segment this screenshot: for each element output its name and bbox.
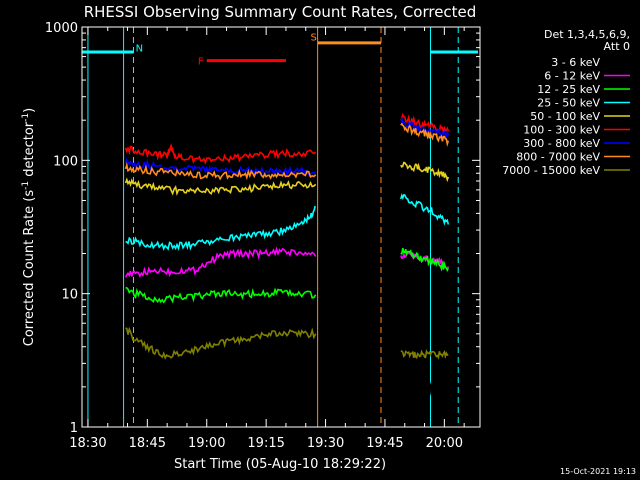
series-line-8-seg-1: [400, 348, 449, 360]
series-line-7-seg-1: [400, 122, 450, 148]
x-tick-label: 19:45: [366, 436, 403, 451]
y-tick-label: 10: [61, 288, 78, 303]
series-line-2-seg-1: [400, 247, 450, 272]
x-tick-label: 19:15: [247, 436, 284, 451]
y-axis-ticks: 1 10 100 1000: [45, 21, 480, 436]
legend-label: 6 - 12 keV: [544, 70, 600, 83]
series-line-0-seg-0: [124, 258, 317, 389]
series-line-4-seg-1: [400, 161, 450, 183]
series-line-2-seg-0: [125, 286, 317, 304]
series-line-3-seg-1: [400, 193, 450, 226]
flag-label-N: N: [136, 44, 143, 55]
x-tick-label: 18:45: [129, 436, 166, 451]
series-line-3-seg-0: [125, 205, 316, 251]
series-line-7-seg-0: [124, 161, 317, 181]
y-tick-label: 100: [53, 154, 78, 169]
x-tick-label: 19:30: [307, 436, 344, 451]
series-line-5-seg-1: [400, 112, 450, 134]
series-line-5-seg-0: [124, 143, 317, 165]
legend-header-attenuator: Att 0: [604, 40, 630, 53]
x-axis-ticks: 18:30 18:45 19:00 19:15 19:30 19:45 20:00: [69, 27, 465, 451]
series-line-6-seg-0: [124, 157, 317, 177]
y-tick-label: 1: [70, 421, 78, 436]
legend-label: 300 - 800 keV: [523, 137, 600, 150]
x-tick-label: 20:00: [426, 436, 463, 451]
footer-date: 15-Oct-2021 19:13: [560, 467, 636, 476]
legend-label: 25 - 50 keV: [537, 97, 600, 110]
legend-label: 50 - 100 keV: [530, 110, 600, 123]
x-tick-label: 18:30: [69, 436, 106, 451]
legend-label: 800 - 7000 keV: [516, 151, 600, 164]
series-line-8-seg-0: [125, 326, 317, 360]
flag-label-S: S: [310, 32, 316, 43]
legend-label: 100 - 300 keV: [523, 124, 600, 137]
series-line-0-seg-1: [400, 295, 434, 404]
series-line-1-seg-1: [400, 251, 450, 272]
legend-label: 12 - 25 keV: [537, 83, 600, 96]
series-line-1-seg-0: [124, 246, 317, 278]
y-tick-label: 1000: [45, 21, 78, 36]
plot-area: N F S: [82, 27, 479, 427]
x-axis-label: Start Time (05-Aug-10 18:29:22): [174, 457, 386, 472]
plot-frame: [81, 26, 481, 428]
chart-title: RHESSI Observing Summary Count Rates, Co…: [84, 3, 477, 21]
legend-label: 7000 - 15000 keV: [502, 164, 600, 177]
series-line-4-seg-0: [124, 177, 317, 197]
flag-label-F: F: [198, 57, 204, 68]
x-tick-label: 19:00: [188, 436, 225, 451]
y-axis-label: Corrected Count Rate (s-1 detector-1): [21, 108, 37, 346]
legend-header-detectors: Det 1,3,4,5,6,9,: [544, 28, 630, 41]
legend-label: 3 - 6 keV: [551, 56, 600, 69]
